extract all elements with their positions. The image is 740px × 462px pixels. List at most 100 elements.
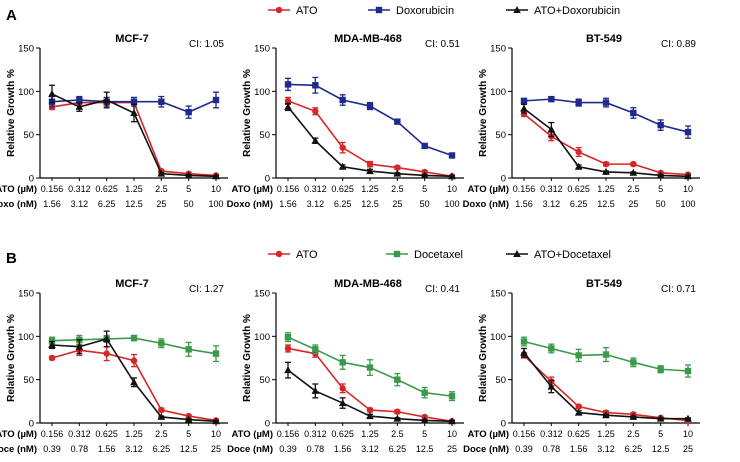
y-tick-label: 150	[490, 44, 506, 55]
data-point	[339, 144, 346, 151]
x-tick-label: 12.5	[125, 199, 143, 209]
data-point	[284, 334, 292, 341]
x-tick-label: 50	[656, 199, 666, 209]
data-point	[158, 406, 165, 414]
y-tick-label: 100	[490, 87, 506, 98]
data-point	[393, 414, 402, 422]
x-row-label: Doce (nM)	[227, 444, 273, 455]
data-point	[630, 109, 637, 117]
data-point	[574, 408, 583, 416]
x-tick-label: 0.625	[95, 184, 118, 194]
x-tick-label: 0.78	[307, 444, 325, 454]
legend-item: ATO+Docetaxel	[506, 249, 611, 261]
x-tick-label: 5	[658, 429, 663, 439]
x-tick-label: 6.25	[334, 199, 352, 209]
x-tick-label: 3.12	[361, 444, 379, 454]
x-tick-label: 100	[680, 199, 695, 209]
x-tick-label: 3.12	[307, 199, 325, 209]
x-tick-label: 5	[186, 429, 191, 439]
x-tick-label: 12.5	[361, 199, 379, 209]
y-tick-label: 0	[29, 174, 34, 185]
series-ato-docetaxel	[48, 330, 220, 425]
data-point	[185, 346, 192, 353]
ci-value: CI: 1.27	[189, 284, 224, 295]
x-tick-label: 2.5	[627, 429, 640, 439]
x-tick-label: 50	[184, 199, 194, 209]
chart-panel-b-2: MDA-MB-468 CI: 0.41 0 50 100 150 Relative Grow…	[227, 278, 464, 455]
data-point	[657, 366, 664, 373]
chart-panel-a-3: BT-549 CI: 0.89 0 50 100 150 Relative Growth %…	[463, 33, 700, 210]
x-tick-label: 2.5	[155, 429, 168, 439]
x-tick-label: 0.312	[68, 184, 91, 194]
data-point	[130, 334, 138, 342]
x-row-label: ATO (µM)	[0, 184, 37, 195]
data-point	[338, 162, 347, 170]
data-point	[684, 414, 692, 422]
data-point	[157, 169, 166, 177]
data-point	[312, 108, 319, 115]
x-tick-label: 25	[211, 444, 221, 454]
y-tick-label: 100	[18, 87, 34, 98]
data-point	[284, 97, 292, 105]
chart-panel-a-1: MCF-7 CI: 1.05 0 50 100 150 Relative Growth % A…	[0, 33, 228, 210]
series-doxorubicin	[284, 76, 456, 159]
x-row-label: ATO (µM)	[467, 429, 509, 440]
data-point	[102, 96, 111, 103]
x-tick-label: 10	[211, 429, 221, 439]
x-tick-label: 5	[186, 184, 191, 194]
y-axis-label: Relative Growth %	[6, 69, 17, 157]
data-point	[284, 102, 292, 110]
x-tick-label: 25	[156, 199, 166, 209]
data-point	[629, 168, 638, 176]
data-point	[158, 340, 165, 347]
data-point	[420, 171, 429, 179]
x-tick-label: 0.39	[515, 444, 533, 454]
x-row-label: Doce (nM)	[0, 444, 37, 455]
ci-value: CI: 1.05	[189, 39, 224, 50]
x-tick-label: 10	[211, 184, 221, 194]
x-tick-label: 25	[447, 444, 457, 454]
data-point	[575, 403, 582, 410]
x-row-label: Doxo (nM)	[227, 199, 273, 210]
data-point	[448, 392, 456, 400]
x-tick-label: 1.25	[361, 184, 379, 194]
data-point	[184, 171, 193, 179]
chart-title: MDA-MB-468	[334, 278, 402, 290]
y-tick-label: 50	[23, 130, 34, 141]
y-tick-label: 150	[254, 289, 270, 300]
data-point	[212, 172, 220, 180]
data-point	[520, 348, 528, 356]
legend-marker	[375, 6, 383, 14]
x-tick-label: 1.56	[515, 199, 533, 209]
legend-item: ATO	[268, 5, 318, 17]
x-tick-label: 0.78	[543, 444, 561, 454]
data-point	[448, 152, 456, 159]
data-point	[311, 386, 320, 394]
y-tick-label: 50	[259, 130, 270, 141]
ci-value: CI: 0.41	[425, 284, 460, 295]
data-point	[520, 97, 528, 105]
legend-marker	[393, 250, 401, 258]
data-point	[366, 102, 374, 110]
x-tick-label: 5	[658, 184, 663, 194]
data-point	[76, 96, 83, 104]
data-point	[75, 342, 84, 350]
x-tick-label: 12.5	[652, 444, 670, 454]
data-point	[548, 345, 555, 352]
x-tick-label: 3.12	[71, 199, 89, 209]
y-tick-label: 0	[29, 419, 34, 430]
y-axis-label: Relative Growth %	[242, 69, 253, 157]
x-tick-label: 2.5	[627, 184, 640, 194]
data-point	[520, 110, 528, 118]
data-point	[130, 98, 138, 105]
data-point	[366, 406, 374, 414]
x-tick-label: 5	[422, 184, 427, 194]
data-point	[548, 95, 555, 103]
x-tick-label: 3.12	[597, 444, 615, 454]
chart-title: MCF-7	[115, 278, 149, 290]
data-point	[366, 364, 374, 371]
series-docetaxel	[520, 336, 692, 378]
data-point	[421, 142, 428, 150]
x-tick-label: 12.5	[180, 444, 198, 454]
data-point	[103, 350, 110, 357]
